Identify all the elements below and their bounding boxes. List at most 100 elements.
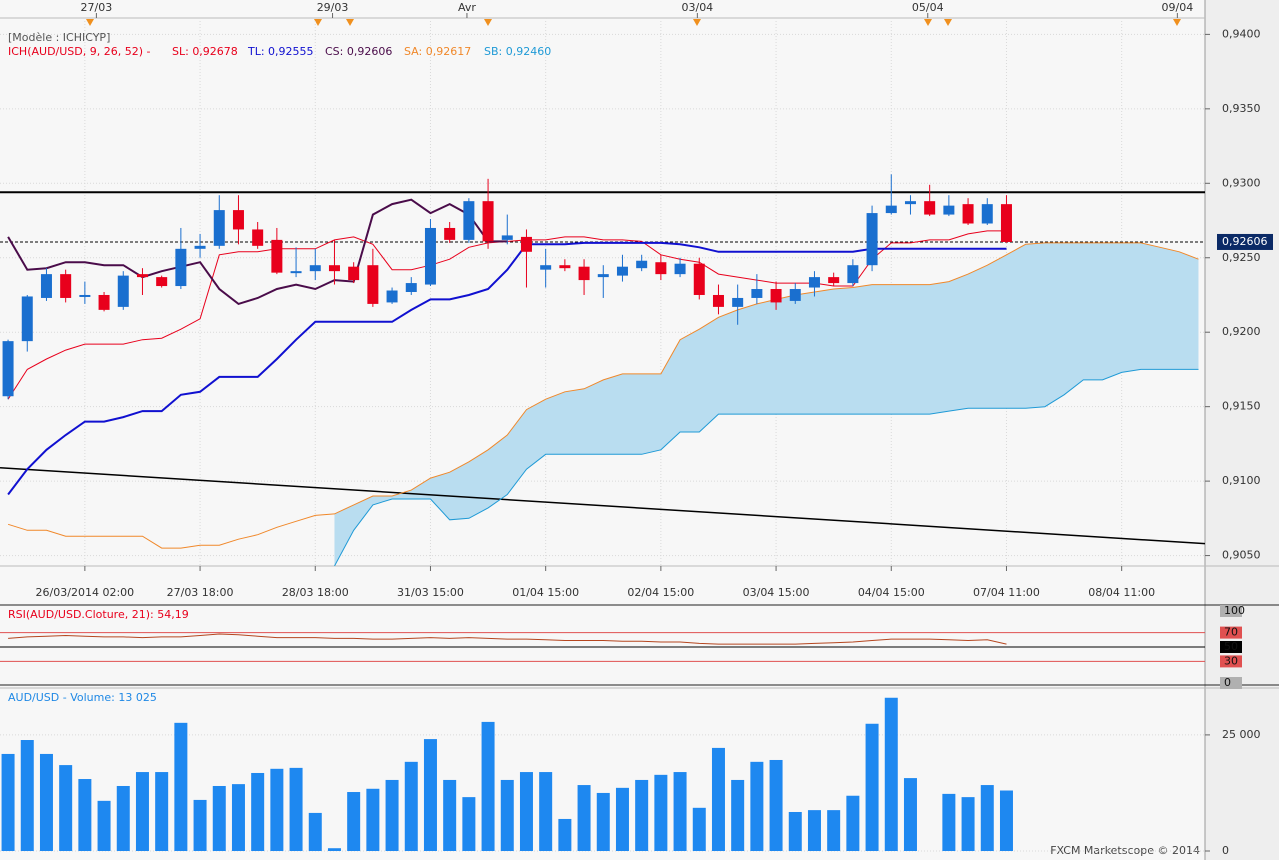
- x2-tick-label: 03/04: [681, 1, 713, 14]
- candle-body: [175, 248, 187, 287]
- candle-body: [943, 205, 955, 215]
- last-price-box: [1217, 233, 1273, 250]
- y-tick-box: [1220, 605, 1242, 617]
- y-tick-label: 0,9200: [1222, 325, 1261, 338]
- bar: [539, 772, 553, 851]
- bar: [788, 811, 802, 851]
- candle-body: [386, 290, 398, 303]
- candle-body: [808, 277, 820, 288]
- last-price-label: 0,92606: [1222, 235, 1268, 248]
- bar: [1, 753, 15, 851]
- bar: [97, 800, 111, 851]
- y-tick-label: 0,9150: [1222, 400, 1261, 413]
- y-tick-box: [1220, 655, 1242, 668]
- y-tick-label: 0: [1224, 676, 1231, 689]
- bar: [270, 768, 284, 851]
- y-tick-box: [1220, 626, 1242, 639]
- candle-body: [847, 265, 859, 284]
- x-tick-label: 02/04 15:00: [627, 586, 694, 599]
- bar: [385, 779, 399, 851]
- bar: [596, 792, 610, 851]
- x-tick-label: 01/04 15:00: [512, 586, 579, 599]
- bar: [443, 779, 457, 851]
- candle-body: [405, 283, 417, 292]
- bar: [59, 765, 73, 851]
- bar: [731, 779, 745, 851]
- panel-title: RSI(AUD/USD.Cloture, 21): 54,19: [8, 608, 189, 621]
- indicator-line: [334, 368, 1199, 566]
- y-tick-label: 0,9350: [1222, 102, 1261, 115]
- candle-body: [40, 274, 52, 298]
- bar: [635, 779, 649, 851]
- rsi-line: [8, 633, 1007, 645]
- bar: [193, 799, 207, 851]
- indicator-line: [7, 241, 1007, 496]
- x-tick-label: 08/04 11:00: [1088, 586, 1155, 599]
- candle-body: [520, 236, 532, 252]
- x2-tick-label: 09/04: [1162, 1, 1194, 14]
- candle-body: [559, 265, 571, 269]
- candle-body: [866, 213, 878, 266]
- y-tick-label: 25 000: [1222, 728, 1261, 741]
- subtitle: [Modèle : ICHICYP]: [8, 31, 110, 44]
- candle-body: [770, 289, 782, 303]
- y-tick-label: 0,9250: [1222, 251, 1261, 264]
- candle-body: [367, 265, 379, 304]
- bar: [347, 792, 361, 851]
- candle-body: [463, 201, 475, 240]
- bar: [615, 787, 629, 851]
- bar: [155, 772, 169, 851]
- legend-entry: TL: 0,92555: [247, 45, 314, 58]
- candle-body: [924, 201, 936, 215]
- x2-tick-label: 29/03: [317, 1, 349, 14]
- bar: [212, 785, 226, 851]
- candle-body: [789, 289, 801, 301]
- candle-body: [136, 274, 148, 278]
- candle-body: [290, 271, 302, 274]
- y-tick-box: [1220, 641, 1242, 653]
- y-tick-label: 0: [1222, 844, 1229, 857]
- candle-body: [885, 205, 897, 214]
- bar: [711, 747, 725, 851]
- bar: [519, 772, 533, 851]
- x2-tick-label: 27/03: [81, 1, 113, 14]
- bar: [692, 807, 706, 851]
- y-tick-label: 0,9050: [1222, 549, 1261, 562]
- legend-entry: CS: 0,92606: [325, 45, 392, 58]
- candle-body: [540, 265, 552, 270]
- y-tick-label: 0,9300: [1222, 176, 1261, 189]
- candle-body: [732, 297, 744, 307]
- candle-body: [2, 341, 14, 397]
- y-tick-box: [1220, 677, 1242, 689]
- y-tick-label: 50: [1224, 640, 1238, 653]
- candle-body: [616, 266, 628, 276]
- bar: [577, 785, 591, 851]
- bar: [884, 697, 898, 851]
- y-tick-label: 0,9100: [1222, 474, 1261, 487]
- candle-body: [981, 204, 993, 224]
- candle-body: [962, 204, 974, 224]
- x-tick-label: 03/04 15:00: [743, 586, 810, 599]
- candle-body: [578, 266, 590, 281]
- candle-body: [1000, 204, 1012, 242]
- candle-body: [328, 265, 340, 272]
- candle-body: [156, 277, 168, 287]
- indicator-line: [7, 198, 508, 306]
- bar: [308, 812, 322, 851]
- candle-body: [597, 274, 609, 278]
- trendline: [0, 466, 1205, 545]
- legend-entry: SL: 0,92678: [172, 45, 238, 58]
- bar: [481, 721, 495, 851]
- bar: [327, 848, 341, 851]
- candle-body: [904, 201, 916, 205]
- event-marker: [693, 19, 701, 26]
- event-marker: [314, 19, 322, 26]
- event-marker: [346, 19, 354, 26]
- x-tick-label: 04/04 15:00: [858, 586, 925, 599]
- ichimoku-cloud: [334, 242, 1199, 566]
- bar: [673, 772, 687, 851]
- bar: [20, 740, 34, 851]
- candle-body: [348, 266, 360, 281]
- event-marker: [944, 19, 952, 26]
